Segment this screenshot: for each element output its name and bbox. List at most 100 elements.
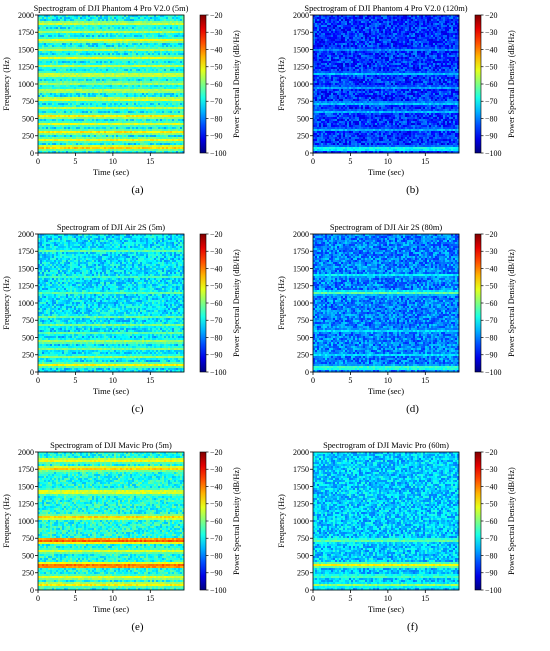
spectrogram-cell: [132, 121, 135, 124]
spectrogram-cell: [62, 97, 65, 100]
spectrogram-cell: [88, 145, 91, 148]
spectrogram-cell: [170, 37, 173, 40]
spectrogram-cell: [154, 59, 157, 62]
spectrogram-cell: [56, 47, 59, 50]
spectrogram-cell: [78, 117, 81, 120]
spectrogram-cell: [42, 15, 45, 18]
spectrogram-cell: [134, 89, 137, 92]
spectrogram-cell: [128, 109, 131, 112]
spectrogram-cell: [100, 97, 103, 100]
spectrogram-cell: [172, 83, 175, 86]
spectrogram-cell: [52, 31, 55, 34]
spectrogram-cell: [70, 59, 73, 62]
spectrogram-cell: [170, 71, 173, 74]
spectrogram-cell: [172, 125, 175, 128]
spectrogram-cell: [150, 85, 153, 88]
spectrogram-cell: [120, 101, 123, 104]
spectrogram-cell: [80, 107, 83, 110]
spectrogram-cell: [62, 29, 65, 32]
spectrogram-cell: [68, 103, 71, 106]
spectrogram-cell: [102, 47, 105, 50]
spectrogram-cell: [86, 37, 89, 40]
spectrogram-cell: [74, 73, 77, 76]
spectrogram-cell: [94, 149, 97, 152]
spectrogram-cell: [142, 101, 145, 104]
spectrogram-cell: [70, 83, 73, 86]
spectrogram-cell: [152, 103, 155, 106]
spectrogram-cell: [98, 91, 101, 94]
spectrogram-cell: [170, 51, 173, 54]
spectrogram-cell: [116, 35, 119, 38]
spectrogram-cell: [76, 93, 79, 96]
spectrogram-cell: [54, 21, 57, 24]
spectrogram-cell: [88, 109, 91, 112]
spectrogram-cell: [138, 115, 141, 118]
spectrogram-cell: [130, 31, 133, 34]
spectrogram-cell: [56, 77, 59, 80]
spectrogram-cell: [120, 45, 123, 48]
spectrogram-cell: [74, 21, 77, 24]
spectrogram-cell: [56, 115, 59, 118]
spectrogram-cell: [100, 65, 103, 68]
spectrogram-cell: [58, 43, 61, 46]
spectrogram-cell: [100, 137, 103, 140]
spectrogram-cell: [80, 67, 83, 70]
spectrogram-cell: [142, 147, 145, 150]
spectrogram-cell: [42, 81, 45, 84]
spectrogram-cell: [132, 135, 135, 138]
spectrogram-cell: [112, 55, 115, 58]
spectrogram-cell: [116, 145, 119, 148]
spectrogram-cell: [150, 25, 153, 28]
spectrogram-cell: [42, 29, 45, 32]
spectrogram-cell: [72, 21, 75, 24]
spectrogram-cell: [62, 125, 65, 128]
spectrogram-cell: [168, 105, 171, 108]
spectrogram-cell: [76, 79, 79, 82]
spectrogram-cell: [138, 53, 141, 56]
spectrogram-cell: [78, 97, 81, 100]
spectrogram-cell: [124, 89, 127, 92]
spectrogram-cell: [104, 105, 107, 108]
spectrogram-cell: [144, 107, 147, 110]
spectrogram-cell: [104, 87, 107, 90]
spectrogram-cell: [86, 131, 89, 134]
spectrogram-cell: [176, 33, 179, 36]
spectrogram-cell: [88, 99, 91, 102]
spectrogram-cell: [62, 49, 65, 52]
spectrogram-cell: [68, 43, 71, 46]
spectrogram-cell: [126, 113, 129, 116]
spectrogram-cell: [134, 121, 137, 124]
spectrogram-cell: [126, 115, 129, 118]
spectrogram-cell: [176, 49, 179, 52]
spectrogram-cell: [158, 125, 161, 128]
spectrogram-cell: [48, 23, 51, 26]
spectrogram-cell: [78, 33, 81, 36]
spectrogram-cell: [182, 149, 185, 152]
spectrogram-cell: [46, 49, 49, 52]
spectrogram-cell: [94, 39, 97, 42]
spectrogram-cell: [62, 15, 65, 18]
spectrogram-cell: [82, 39, 85, 42]
spectrogram-cell: [128, 101, 131, 104]
spectrogram-cell: [94, 37, 97, 40]
spectrogram-cell: [52, 35, 55, 38]
spectrogram-cell: [118, 15, 121, 18]
spectrogram-cell: [126, 119, 129, 122]
spectrogram-cell: [76, 41, 79, 44]
spectrogram-cell: [112, 73, 115, 76]
spectrogram-cell: [156, 87, 159, 90]
spectrogram-cell: [162, 99, 165, 102]
spectrogram-cell: [172, 135, 175, 138]
spectrogram-cell: [182, 81, 185, 84]
spectrogram-cell: [98, 93, 101, 96]
spectrogram-cell: [82, 65, 85, 68]
spectrogram-cell: [44, 69, 47, 72]
spectrogram-cell: [146, 77, 149, 80]
spectrogram-cell: [94, 95, 97, 98]
spectrogram-cell: [56, 105, 59, 108]
spectrogram-cell: [92, 15, 95, 18]
spectrogram-cell: [178, 43, 181, 46]
spectrogram-cell: [180, 105, 183, 108]
spectrogram-cell: [80, 79, 83, 82]
spectrogram-cell: [44, 43, 47, 46]
